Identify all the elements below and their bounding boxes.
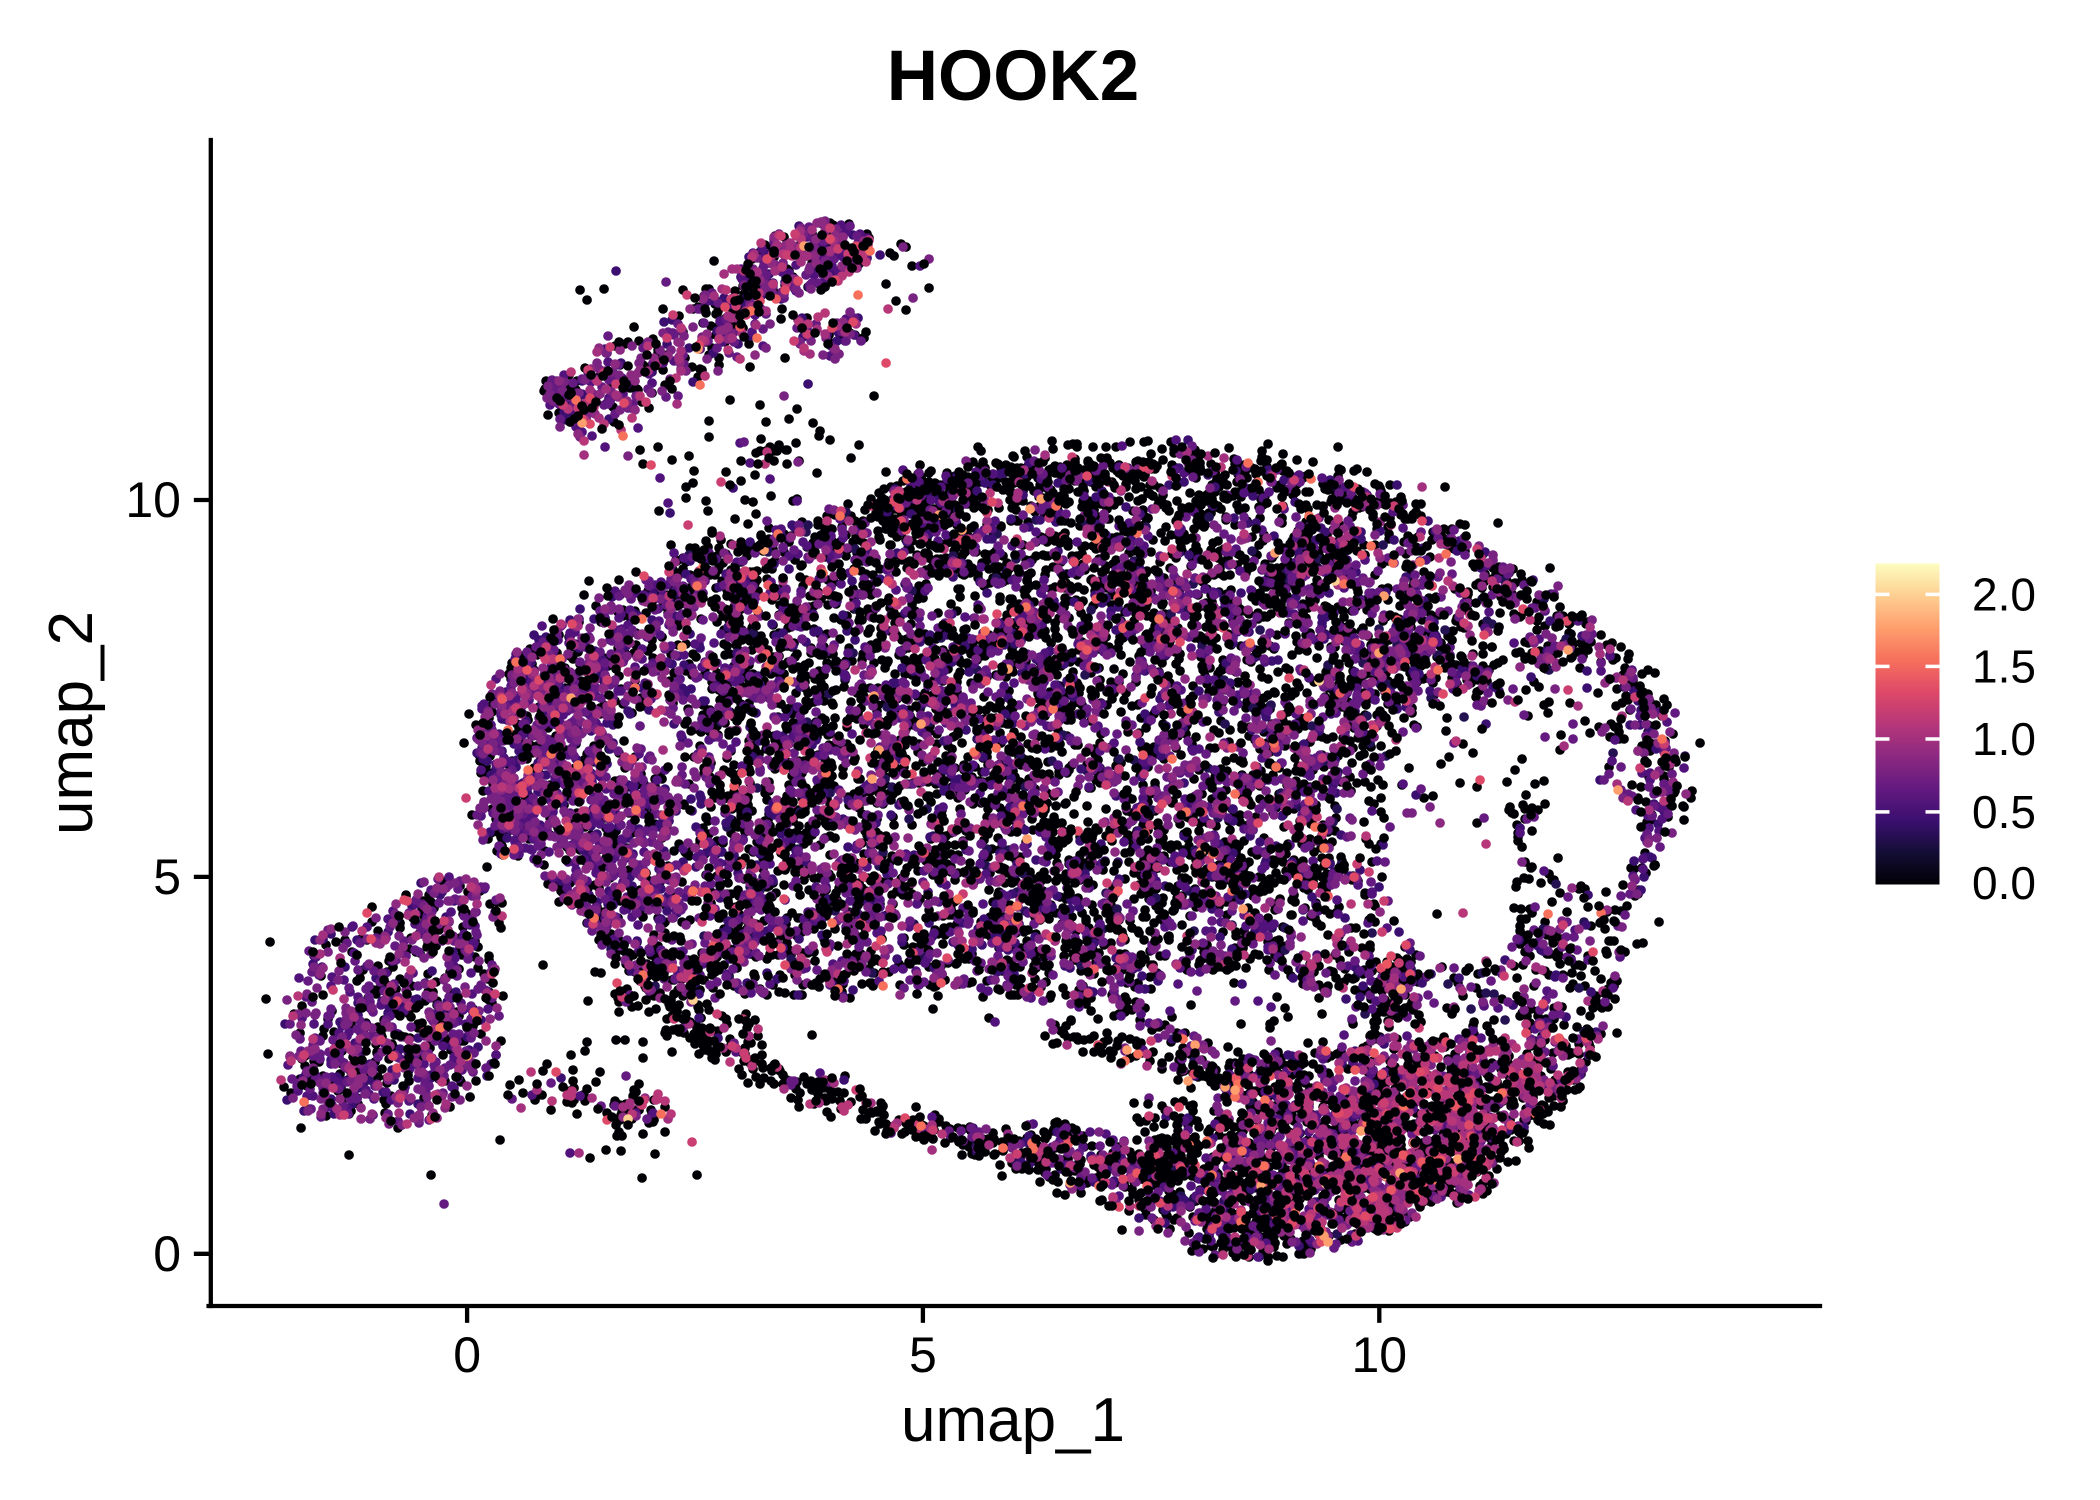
svg-text:5: 5: [909, 1327, 937, 1383]
svg-text:umap_1: umap_1: [901, 1386, 1125, 1455]
svg-text:0: 0: [153, 1226, 181, 1282]
svg-text:0.0: 0.0: [1972, 857, 2036, 909]
svg-text:2.0: 2.0: [1972, 568, 2036, 620]
svg-text:5: 5: [153, 849, 181, 905]
svg-text:10: 10: [1351, 1327, 1407, 1383]
svg-text:1.5: 1.5: [1972, 640, 2036, 692]
svg-text:1.0: 1.0: [1972, 713, 2036, 765]
svg-text:10: 10: [125, 472, 181, 528]
svg-text:0.5: 0.5: [1972, 786, 2036, 838]
svg-text:umap_2: umap_2: [37, 611, 106, 835]
svg-text:0: 0: [453, 1327, 481, 1383]
svg-text:HOOK2: HOOK2: [887, 37, 1140, 116]
